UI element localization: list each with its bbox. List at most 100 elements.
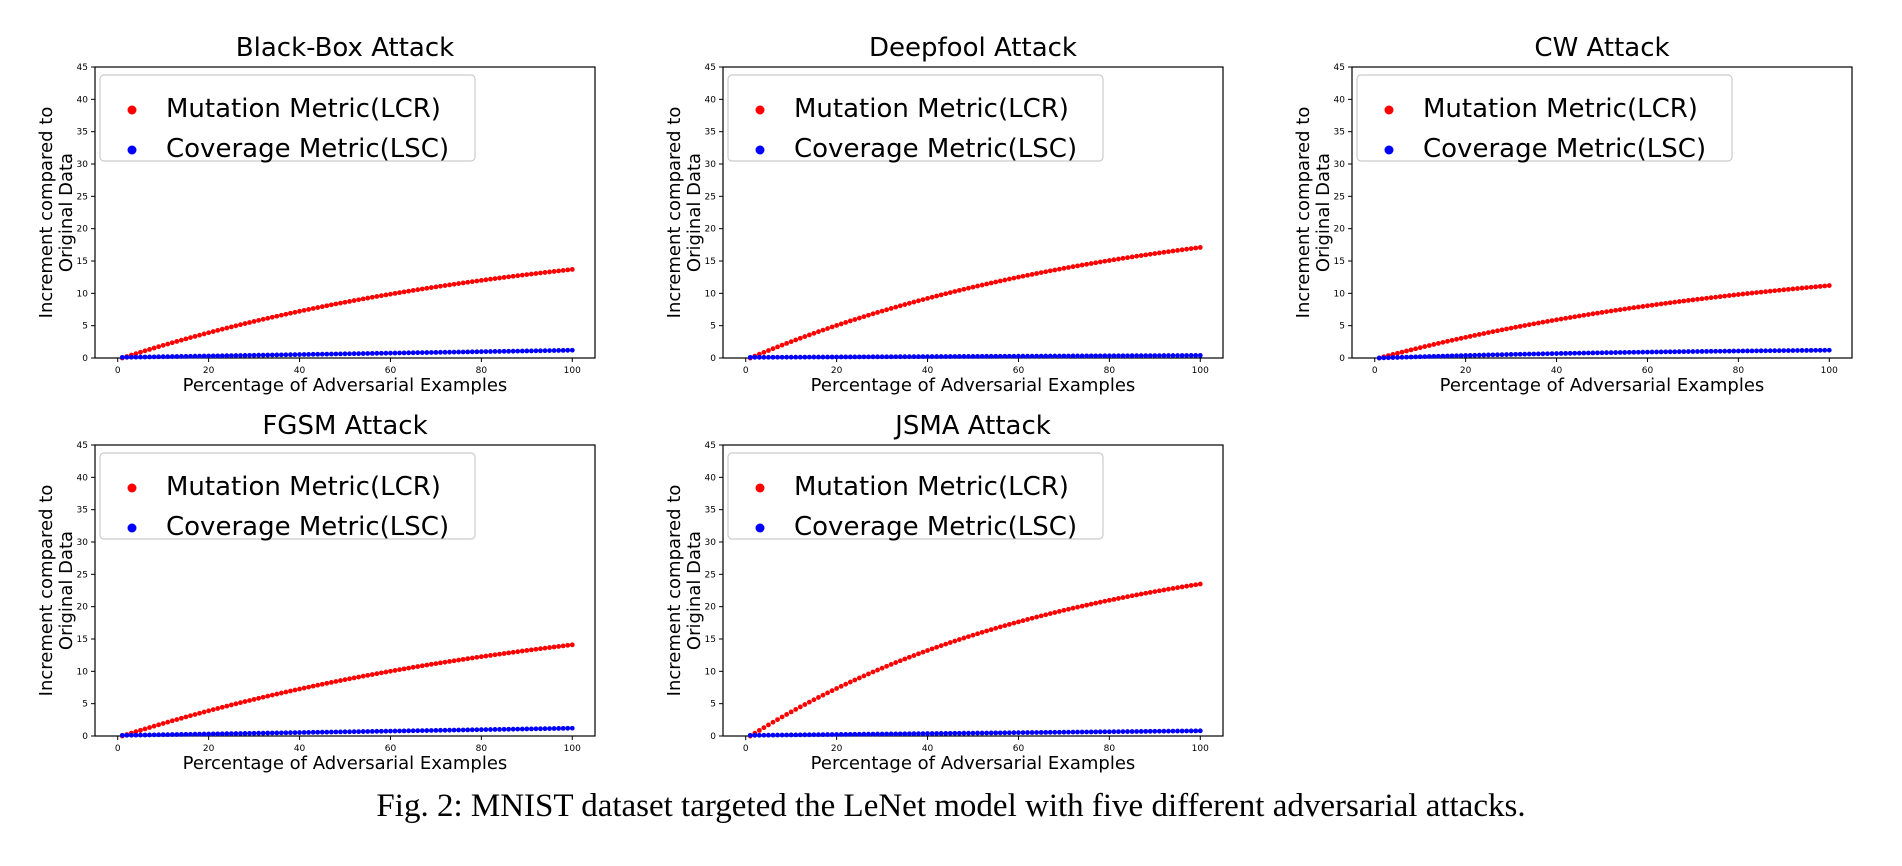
data-point <box>542 348 548 354</box>
data-point <box>884 354 890 360</box>
data-point <box>1002 277 1008 283</box>
data-point <box>988 627 994 633</box>
data-point <box>315 351 321 357</box>
data-point <box>288 352 293 358</box>
data-point <box>365 729 371 734</box>
data-point <box>1075 729 1080 735</box>
data-point <box>943 730 949 736</box>
data-point <box>338 351 343 357</box>
data-point <box>369 351 375 356</box>
data-point <box>1093 600 1099 606</box>
data-point <box>1576 313 1582 319</box>
data-point <box>1111 596 1117 602</box>
data-point <box>1097 729 1103 735</box>
data-point <box>1540 351 1546 357</box>
data-point <box>906 654 912 660</box>
data-point <box>383 350 389 356</box>
y-tick-label: 25 <box>1334 192 1345 202</box>
y-axis-label: Increment compared to <box>36 485 57 697</box>
data-point <box>365 672 371 678</box>
x-axis-label: Percentage of Adversarial Examples <box>811 375 1136 396</box>
data-point <box>1116 256 1121 262</box>
data-point <box>1495 328 1500 334</box>
data-point <box>1056 266 1062 272</box>
data-point <box>156 354 162 360</box>
data-point <box>138 349 143 355</box>
data-point <box>1066 729 1071 735</box>
data-point <box>1106 353 1112 359</box>
data-point <box>556 644 562 649</box>
data-point <box>1056 353 1062 359</box>
data-point <box>1070 729 1076 735</box>
data-point <box>956 354 962 359</box>
data-point <box>1152 728 1158 734</box>
axes-frame <box>94 444 596 737</box>
y-tick-label: 5 <box>82 700 88 710</box>
data-point <box>378 728 384 734</box>
data-point <box>929 646 935 652</box>
data-point <box>916 731 921 737</box>
data-point <box>1426 354 1432 359</box>
data-point <box>816 732 821 738</box>
data-point <box>988 730 994 736</box>
data-point <box>1020 353 1026 359</box>
y-tick-label: 5 <box>1339 322 1345 332</box>
data-point <box>1129 353 1135 359</box>
data-point <box>288 730 293 736</box>
data-point <box>1147 590 1153 595</box>
data-point <box>256 730 262 736</box>
data-point <box>1635 349 1641 355</box>
chart-title: JSMA Attack <box>893 411 1051 441</box>
data-point <box>215 731 221 737</box>
data-point <box>875 310 880 315</box>
data-point <box>1431 353 1437 359</box>
data-point <box>192 333 198 339</box>
data-point <box>1413 354 1419 360</box>
legend-box <box>727 452 1104 540</box>
data-point <box>916 354 921 360</box>
data-point <box>460 349 466 355</box>
data-point <box>206 330 212 336</box>
data-point <box>378 293 384 299</box>
data-point <box>1188 246 1194 251</box>
data-point <box>1052 610 1058 615</box>
data-point <box>451 281 457 287</box>
data-point <box>1763 289 1769 295</box>
data-point <box>761 732 767 738</box>
data-point <box>1161 249 1167 255</box>
data-point <box>1061 353 1067 359</box>
data-point <box>1025 617 1030 622</box>
data-point <box>178 732 184 737</box>
data-point <box>192 712 198 717</box>
data-point <box>1147 728 1153 734</box>
data-point <box>1120 729 1126 735</box>
data-point <box>1826 283 1832 288</box>
data-point <box>1047 353 1053 359</box>
data-point <box>1645 303 1650 309</box>
data-point <box>1467 352 1473 358</box>
data-point <box>1376 355 1382 361</box>
data-point <box>1061 607 1067 613</box>
data-point <box>806 354 812 360</box>
data-point <box>201 731 207 737</box>
data-point <box>829 688 835 694</box>
data-point <box>1495 352 1500 358</box>
data-point <box>1640 349 1646 355</box>
data-point <box>1020 273 1026 279</box>
data-point <box>756 727 762 733</box>
data-point <box>770 732 776 738</box>
data-point <box>1804 348 1809 353</box>
data-point <box>1804 285 1809 291</box>
legend-label: Coverage Metric(LSC) <box>1423 134 1706 164</box>
data-point <box>201 709 207 715</box>
data-point <box>388 291 393 297</box>
data-point <box>1075 604 1080 610</box>
data-point <box>506 274 512 280</box>
data-point <box>533 646 539 652</box>
data-point <box>397 290 402 296</box>
data-point <box>215 706 221 711</box>
data-point <box>369 729 375 734</box>
data-point <box>761 725 767 731</box>
data-point <box>197 731 202 737</box>
data-point <box>866 312 871 318</box>
